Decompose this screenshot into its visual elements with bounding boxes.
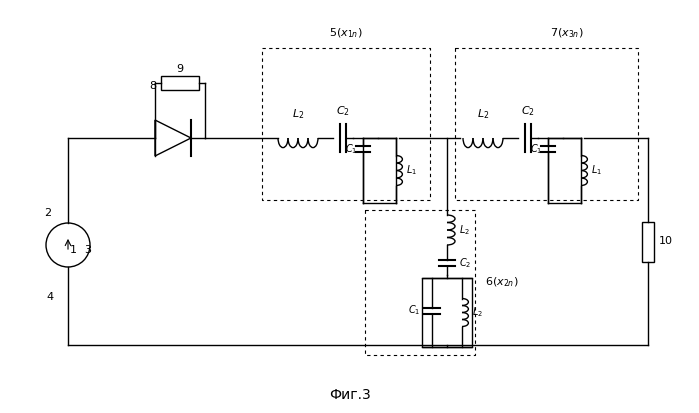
Text: 1: 1: [69, 245, 76, 255]
Bar: [422, 278, 472, 347]
Text: 10: 10: [659, 237, 673, 247]
Text: 6($x_{2n}$): 6($x_{2n}$): [485, 276, 519, 289]
Text: 2: 2: [45, 208, 52, 218]
Text: $C_1$: $C_1$: [408, 304, 420, 318]
Text: 9: 9: [176, 64, 184, 74]
Text: $L_2$: $L_2$: [472, 306, 483, 319]
Text: 3: 3: [85, 245, 92, 255]
Text: $L_2$: $L_2$: [459, 223, 470, 237]
Bar: [161, 76, 199, 90]
Text: $C_2$: $C_2$: [521, 104, 535, 118]
Text: 4: 4: [46, 292, 54, 302]
Text: $L_1$: $L_1$: [591, 164, 602, 178]
Text: $C_2$: $C_2$: [336, 104, 350, 118]
Text: Фиг.3: Фиг.3: [329, 388, 371, 402]
Text: $L_1$: $L_1$: [406, 164, 417, 178]
Bar: [642, 221, 654, 261]
Text: $C_2$: $C_2$: [459, 256, 471, 270]
Text: $C_1$: $C_1$: [345, 142, 357, 156]
Text: 5($x_{1n}$): 5($x_{1n}$): [329, 26, 363, 40]
Text: $C_1$: $C_1$: [530, 142, 542, 156]
Text: $L_2$: $L_2$: [291, 107, 304, 121]
Text: $L_2$: $L_2$: [477, 107, 489, 121]
Text: 8: 8: [150, 81, 157, 91]
Text: 7($x_{3n}$): 7($x_{3n}$): [549, 26, 583, 40]
